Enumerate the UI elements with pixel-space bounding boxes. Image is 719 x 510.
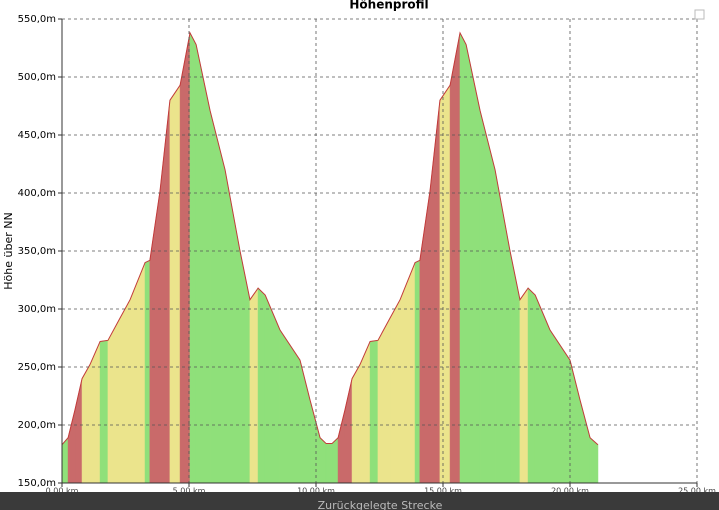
y-tick-label: 550,0m <box>18 14 56 25</box>
x-axis-title: Zurückgelegte Strecke <box>318 499 443 510</box>
area-segment <box>189 32 197 484</box>
area-segment <box>351 363 361 484</box>
x-tick-label: 20,00 km <box>551 487 589 496</box>
area-segment <box>129 262 146 484</box>
x-tick-label: 15,00 km <box>424 487 462 496</box>
x-tick-label: 25,00 km <box>678 487 716 496</box>
area-segment <box>119 299 131 484</box>
y-tick-label: 450,0m <box>18 130 56 141</box>
area-segment <box>377 318 391 484</box>
y-tick-label: 300,0m <box>18 304 56 315</box>
area-segment <box>99 339 109 484</box>
area-segment <box>319 437 327 484</box>
area-segment <box>89 341 101 484</box>
plot-area: 150,0m 200,0m 250,0m 300,0m 350,0m 400,0m 450,… <box>18 14 717 496</box>
area-segment <box>479 110 496 484</box>
area-segment <box>389 299 401 484</box>
y-tick-label: 500,0m <box>18 72 56 83</box>
resize-icon[interactable] <box>694 9 705 20</box>
y-axis-title: Höhe über NN <box>2 212 15 289</box>
area-segment <box>169 84 181 484</box>
x-tick-label: 10,00 km <box>297 487 335 496</box>
area-segment <box>107 318 121 484</box>
area-segment <box>589 437 599 484</box>
bottom-bar <box>0 492 719 510</box>
area-segment <box>359 341 371 484</box>
area-segment <box>331 437 339 484</box>
area-segment <box>144 259 151 484</box>
area-segment <box>439 84 451 484</box>
area-segment <box>369 339 379 484</box>
area-segment <box>465 44 481 484</box>
area-segment <box>519 287 529 484</box>
area-segment <box>257 287 266 484</box>
area-segment <box>527 287 536 484</box>
area-segment <box>249 287 259 484</box>
y-tick-label: 250,0m <box>18 362 56 373</box>
area-segment <box>195 44 211 484</box>
area-segment <box>81 363 91 484</box>
area-segment <box>414 259 421 484</box>
y-tick-label: 400,0m <box>18 188 56 199</box>
y-tick-label: 150,0m <box>18 478 56 489</box>
area-segment <box>459 32 467 484</box>
area-segment <box>61 436 69 484</box>
x-tick-label: 5,00 km <box>173 487 206 496</box>
area-segment <box>399 262 416 484</box>
x-tick-label: 0,00 km <box>46 487 79 496</box>
profile-line <box>61 31 599 446</box>
y-tick-label: 350,0m <box>18 246 56 257</box>
area-segment <box>209 110 226 484</box>
y-tick-label: 200,0m <box>18 420 56 431</box>
area-segment <box>179 32 191 484</box>
chart-title: Höhenprofil <box>349 0 428 12</box>
area-segment <box>325 443 333 484</box>
area-segment <box>449 32 461 484</box>
